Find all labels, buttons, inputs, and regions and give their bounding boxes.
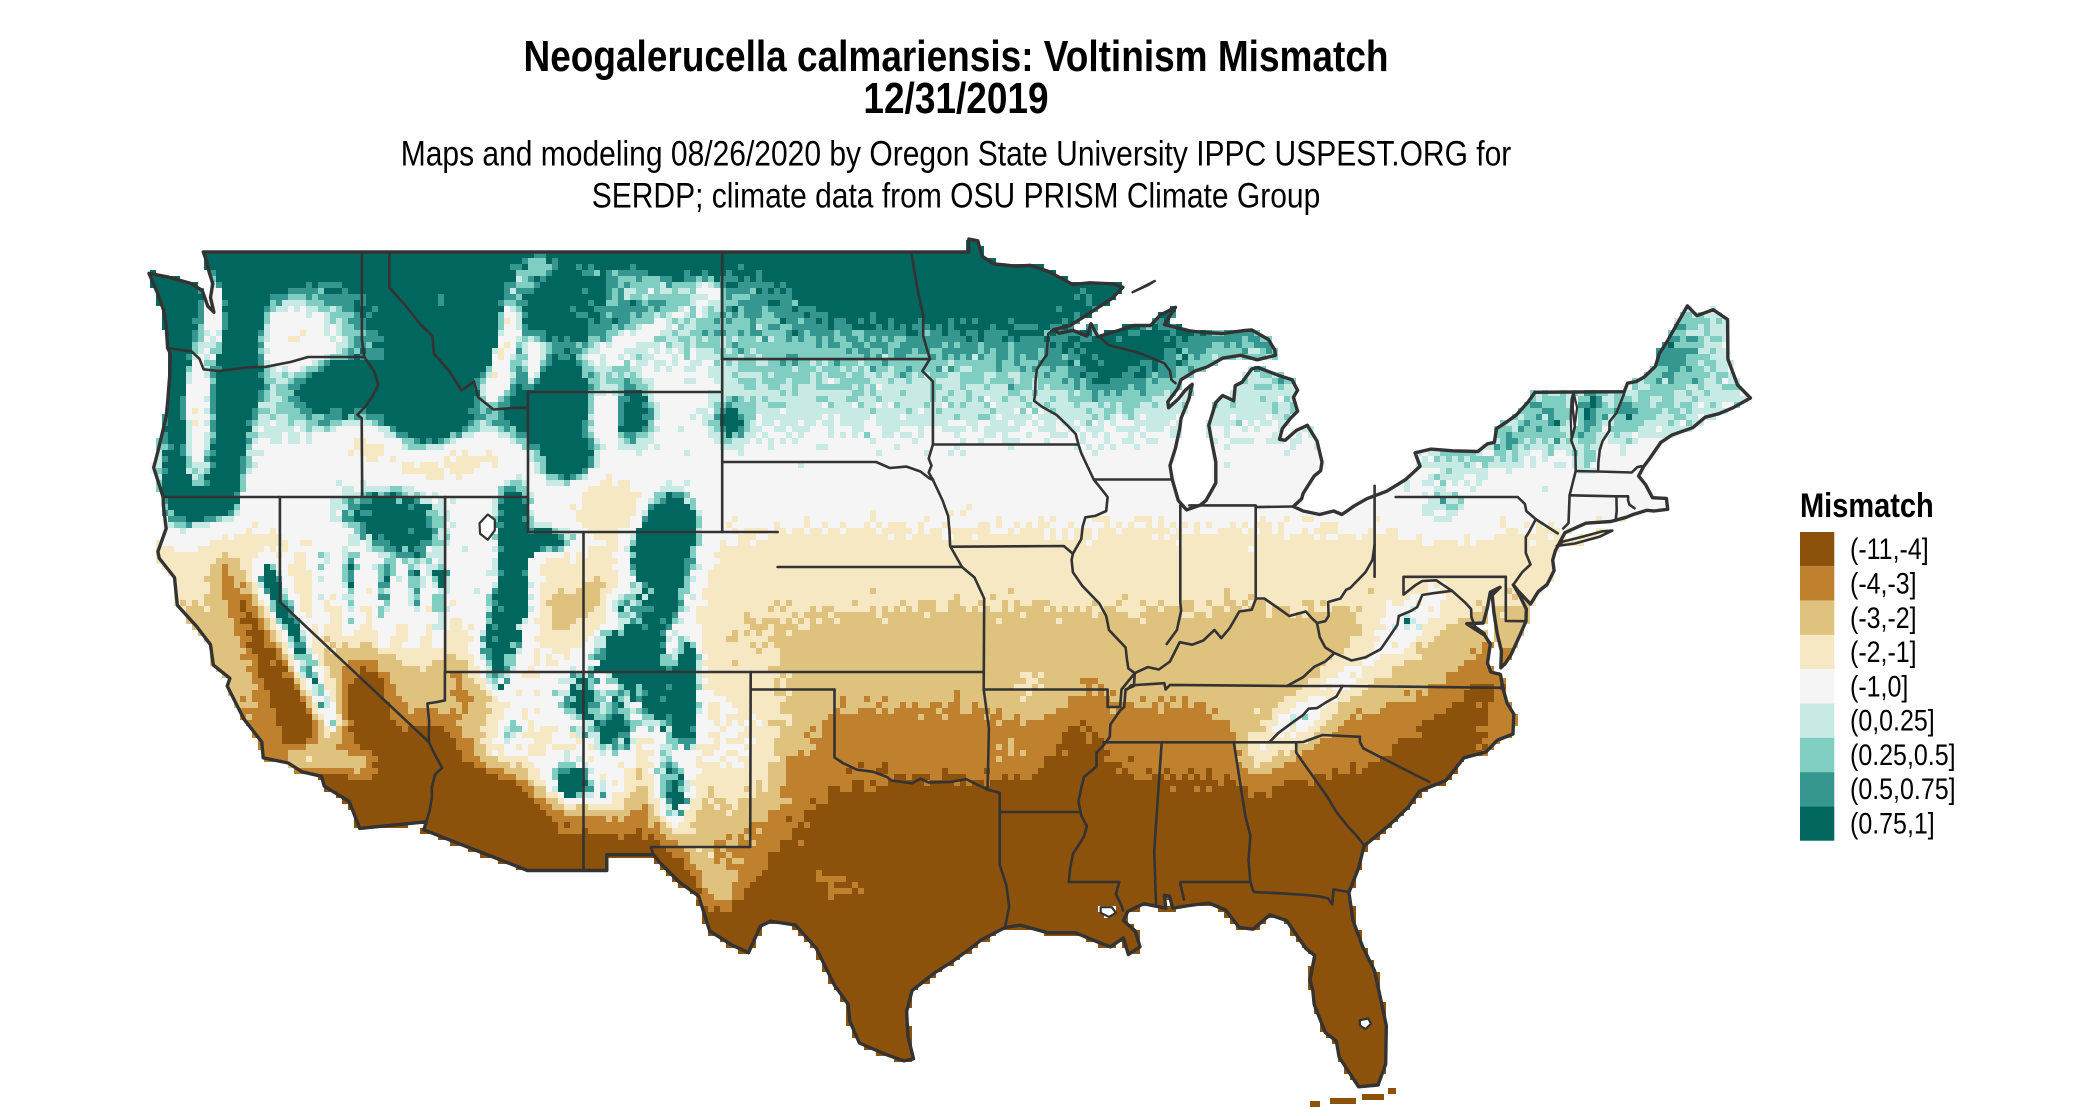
svg-text:(-1,0]: (-1,0]: [1850, 670, 1908, 703]
svg-text:(0.5,0.75]: (0.5,0.75]: [1850, 772, 1956, 805]
svg-text:(0.25,0.5]: (0.25,0.5]: [1850, 738, 1956, 771]
svg-text:(-4,-3]: (-4,-3]: [1850, 567, 1917, 600]
svg-text:(-11,-4]: (-11,-4]: [1850, 532, 1929, 565]
svg-text:(-3,-2]: (-3,-2]: [1850, 601, 1917, 634]
svg-text:(0.75,1]: (0.75,1]: [1850, 807, 1935, 840]
svg-text:Mismatch: Mismatch: [1800, 486, 1934, 525]
svg-text:(0,0.25]: (0,0.25]: [1850, 704, 1935, 737]
svg-text:(-2,-1]: (-2,-1]: [1850, 635, 1917, 668]
